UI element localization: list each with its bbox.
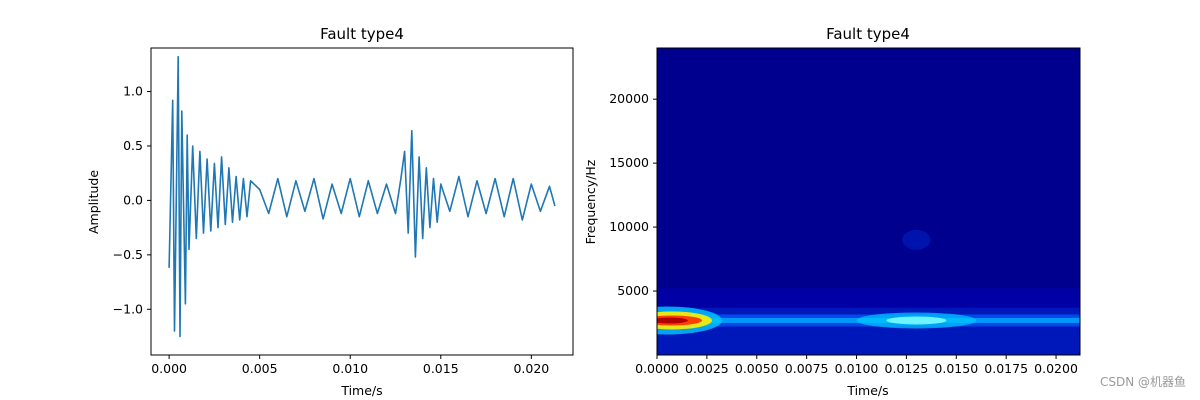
y-tick-label: 15000 (609, 155, 649, 170)
right-x-axis-label: Time/s (846, 383, 888, 398)
spectrogram-area (657, 48, 1080, 355)
right-x-ticks: 0.0000 0.0025 0.0050 0.0075 0.0100 0.0125 0.01… (635, 355, 1078, 376)
x-tick-label: 0.0150 (934, 361, 978, 376)
y-tick-label: 0.5 (123, 138, 143, 153)
x-tick-label: 0.0100 (835, 361, 879, 376)
waveform-line (168, 55, 556, 338)
left-y-axis-label: Amplitude (86, 170, 101, 234)
left-chart-title: Fault type4 (320, 25, 404, 43)
x-tick-label: 0.005 (242, 361, 278, 376)
left-axes-frame (150, 47, 574, 356)
x-tick-label: 0.020 (513, 361, 549, 376)
left-x-axis-label: Time/s (340, 383, 382, 398)
left-plot-area (168, 55, 556, 338)
right-y-ticks: 5000 10000 15000 20000 (609, 91, 657, 298)
y-tick-label: 10000 (609, 219, 649, 234)
peak-core-second (886, 316, 947, 325)
y-tick-label: 1.0 (123, 84, 143, 99)
x-tick-label: 0.000 (151, 361, 187, 376)
x-tick-label: 0.0025 (685, 361, 729, 376)
y-tick-label: −1.0 (113, 301, 143, 316)
watermark: CSDN @机器鱼 (1099, 375, 1186, 389)
right-chart-title: Fault type4 (826, 25, 910, 43)
x-tick-label: 0.010 (332, 361, 368, 376)
faint-speck (902, 229, 931, 250)
x-tick-label: 0.015 (423, 361, 459, 376)
x-tick-label: 0.0000 (635, 361, 679, 376)
peak-center-start (657, 317, 688, 324)
left-x-ticks: 0.000 0.005 0.010 0.015 0.020 (151, 355, 549, 376)
x-tick-label: 0.0050 (735, 361, 779, 376)
x-tick-label: 0.0075 (785, 361, 829, 376)
right-y-axis-label: Frequency/Hz (583, 159, 598, 244)
right-chart: Fault type4 0.0000 0.0025 0.0050 0.0075 0.01… (583, 25, 1081, 398)
x-tick-label: 0.0200 (1034, 361, 1078, 376)
y-tick-label: 5000 (617, 283, 649, 298)
right-axes-frame (656, 47, 1081, 356)
spectrogram-intensity (657, 229, 1080, 355)
y-tick-label: 0.0 (123, 192, 143, 207)
left-chart: Fault type4 0.000 0.005 0.010 0.015 0.020 −1… (86, 25, 574, 398)
left-y-ticks: −1.0 −0.5 0.0 0.5 1.0 (113, 84, 151, 316)
y-tick-label: 20000 (609, 91, 649, 106)
y-tick-label: −0.5 (113, 247, 143, 262)
x-tick-label: 0.0125 (885, 361, 929, 376)
x-tick-label: 0.0175 (984, 361, 1028, 376)
